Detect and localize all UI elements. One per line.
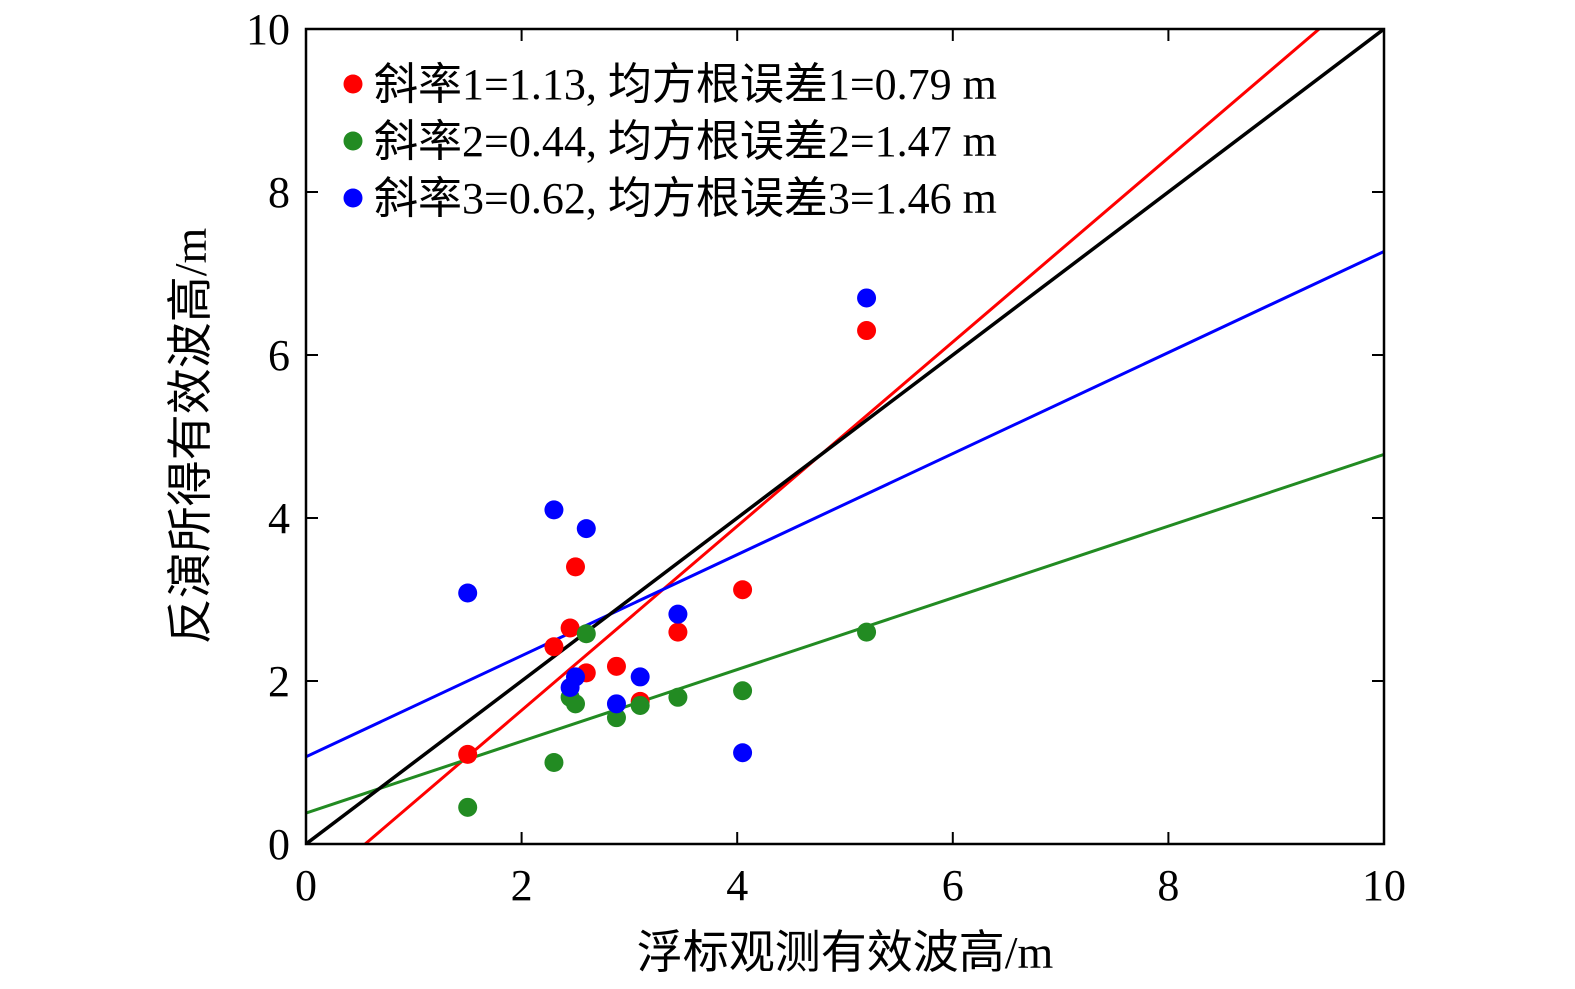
y-tick-label: 0: [268, 820, 290, 869]
y-tick-label: 2: [268, 657, 290, 706]
data-point-series-1: [606, 656, 626, 676]
data-point-series-2: [857, 622, 877, 642]
y-tick-label: 10: [246, 5, 290, 54]
y-axis-label: 反演所得有效波高/m: [165, 228, 216, 645]
legend-marker-series-3: [343, 188, 363, 208]
legend-marker-series-2: [343, 131, 363, 151]
data-point-series-3: [458, 583, 478, 603]
data-point-series-1: [668, 622, 688, 642]
data-point-series-3: [733, 743, 753, 763]
data-point-series-3: [857, 288, 877, 308]
data-point-series-1: [544, 637, 564, 657]
fit-line-series-2: [306, 453, 1384, 815]
reference-line-1-to-1: [306, 29, 1384, 844]
fit-lines: [306, 29, 1384, 844]
data-point-series-3: [630, 667, 650, 687]
data-point-series-1: [857, 321, 877, 341]
data-point-series-3: [576, 519, 596, 539]
fit-line-series-3: [306, 250, 1384, 759]
data-point-series-1: [560, 618, 580, 638]
x-tick-label: 4: [726, 861, 748, 910]
y-tick-label: 8: [268, 168, 290, 217]
data-point-series-2: [566, 694, 585, 714]
fit-line-series-1: [362, 29, 1322, 844]
data-point-series-2: [733, 681, 753, 701]
legend: 斜率1=1.13, 均方根误差1=0.79 m 斜率2=0.44, 均方根误差2=…: [343, 60, 997, 223]
plot-frame: [304, 27, 1386, 846]
data-point-series-2: [606, 708, 626, 728]
legend-label-series-1: 斜率1=1.13, 均方根误差1=0.79 m: [374, 60, 997, 109]
x-axis-label: 浮标观测有效波高/m: [637, 927, 1054, 978]
x-tick-label: 10: [1362, 861, 1406, 910]
data-point-series-3: [668, 604, 688, 624]
data-point-series-2: [668, 687, 688, 707]
data-point-series-1: [566, 557, 585, 577]
y-tick-label: 6: [268, 331, 290, 380]
x-tick-label: 6: [942, 861, 964, 910]
data-point-series-3: [566, 667, 585, 687]
legend-marker-series-1: [343, 74, 363, 94]
axis-ticks: 0 2 4 6 8 10 0 2 4 6 8 10: [246, 5, 1406, 910]
data-point-series-2: [630, 695, 650, 715]
data-points: [458, 288, 877, 817]
x-tick-label: 2: [511, 861, 533, 910]
data-point-series-3: [606, 694, 626, 714]
legend-label-series-3: 斜率3=0.62, 均方根误差3=1.46 m: [374, 174, 997, 223]
data-point-series-2: [544, 753, 564, 772]
x-tick-label: 8: [1157, 861, 1179, 910]
data-point-series-1: [733, 580, 753, 600]
data-point-series-2: [458, 797, 478, 817]
y-tick-label: 4: [268, 494, 290, 543]
data-point-series-3: [544, 500, 564, 520]
data-point-series-2: [576, 624, 596, 644]
legend-label-series-2: 斜率2=0.44, 均方根误差2=1.47 m: [374, 117, 997, 166]
data-point-series-1: [458, 744, 478, 764]
x-tick-label: 0: [295, 861, 317, 910]
